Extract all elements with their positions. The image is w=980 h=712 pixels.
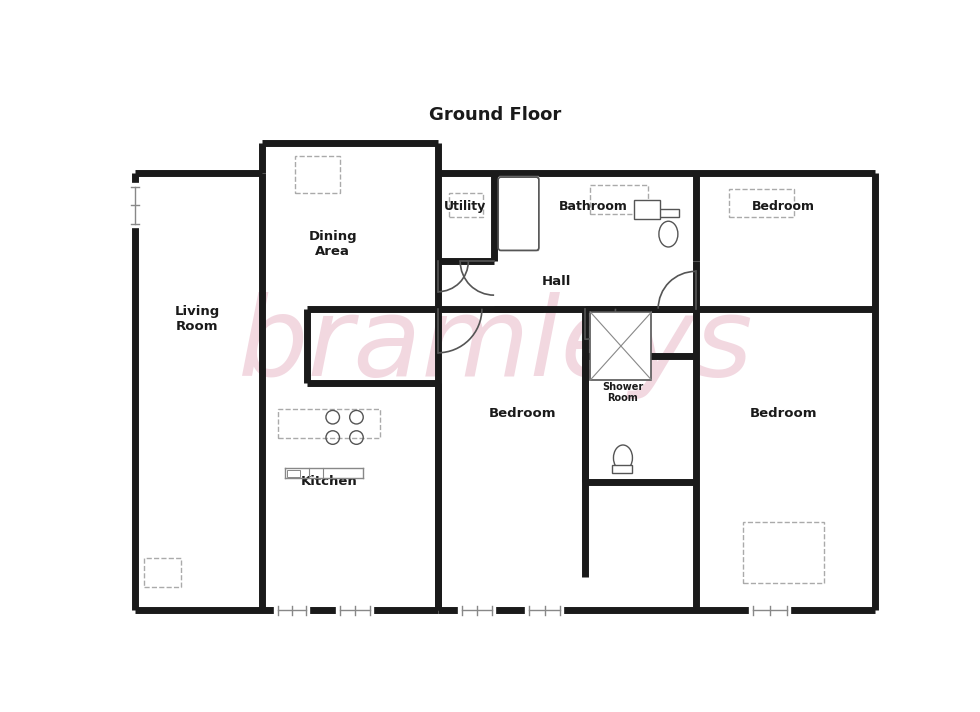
Text: Living
Room: Living Room <box>174 305 220 333</box>
Text: Hall: Hall <box>542 275 571 288</box>
Text: Bedroom: Bedroom <box>750 407 817 420</box>
Text: Bedroom: Bedroom <box>489 407 557 420</box>
Text: Utility: Utility <box>444 201 486 214</box>
Bar <box>144 558 181 587</box>
Text: Bedroom: Bedroom <box>753 201 815 214</box>
Bar <box>590 312 652 380</box>
Bar <box>729 189 794 217</box>
Bar <box>659 209 678 217</box>
Text: Dining
Area: Dining Area <box>309 230 357 258</box>
Bar <box>499 177 538 250</box>
Text: En-suite
Shower
Room: En-suite Shower Room <box>601 370 646 403</box>
Text: Kitchen: Kitchen <box>301 475 358 488</box>
Bar <box>634 199 661 219</box>
Bar <box>286 470 300 477</box>
Text: Ground Floor: Ground Floor <box>429 106 562 125</box>
Bar <box>295 156 339 194</box>
Ellipse shape <box>613 445 632 471</box>
FancyBboxPatch shape <box>498 177 539 251</box>
Bar <box>450 194 483 217</box>
Bar <box>590 185 648 214</box>
Text: bramleys: bramleys <box>238 293 754 399</box>
Bar <box>743 523 824 583</box>
Bar <box>278 409 380 438</box>
Bar <box>612 466 632 473</box>
Ellipse shape <box>659 221 678 247</box>
Text: Bathroom: Bathroom <box>560 201 628 214</box>
